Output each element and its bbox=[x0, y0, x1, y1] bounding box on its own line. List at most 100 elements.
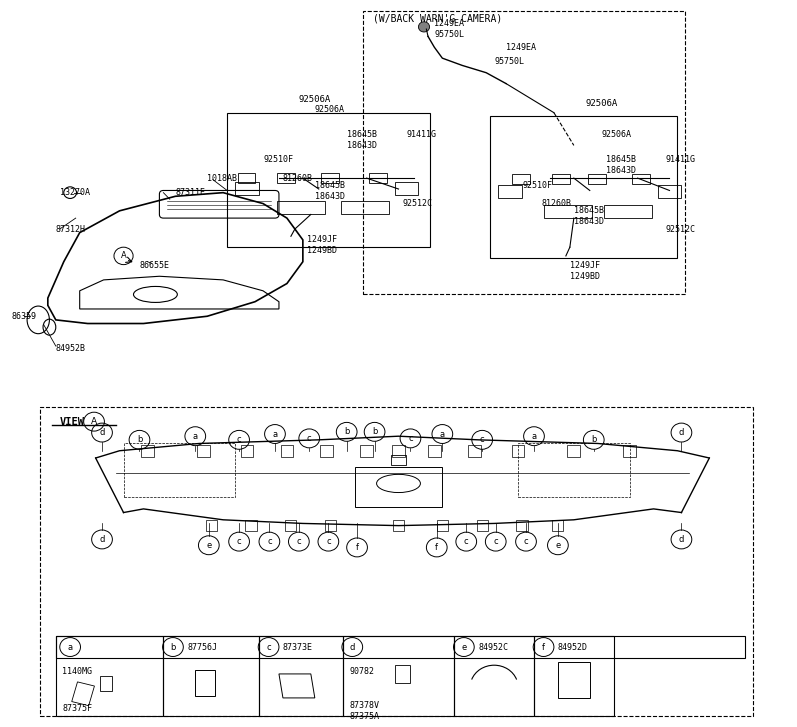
Text: 1249BD: 1249BD bbox=[307, 246, 337, 255]
Bar bbox=[490, 116, 677, 258]
Text: b: b bbox=[171, 643, 175, 651]
Text: b: b bbox=[344, 427, 349, 436]
Bar bbox=[512, 174, 530, 184]
Text: 87375A: 87375A bbox=[349, 712, 379, 720]
Text: 1249JF: 1249JF bbox=[570, 261, 600, 270]
Text: 92512C: 92512C bbox=[665, 225, 696, 233]
Text: 18643D: 18643D bbox=[574, 217, 604, 226]
Bar bbox=[56, 636, 745, 658]
Bar bbox=[197, 445, 210, 457]
Bar bbox=[281, 445, 293, 457]
Text: 92506A: 92506A bbox=[315, 105, 345, 113]
Text: e: e bbox=[556, 541, 560, 550]
Text: c: c bbox=[296, 537, 301, 546]
Text: A: A bbox=[91, 417, 97, 426]
Text: b: b bbox=[137, 435, 142, 444]
Text: (W/BACK WARN'G CAMERA): (W/BACK WARN'G CAMERA) bbox=[373, 13, 502, 23]
Bar bbox=[516, 520, 528, 531]
Bar bbox=[124, 443, 235, 497]
Bar bbox=[72, 682, 94, 706]
Text: 91411G: 91411G bbox=[665, 156, 696, 164]
Bar bbox=[238, 173, 255, 183]
Text: 87312H: 87312H bbox=[56, 225, 86, 233]
Bar bbox=[395, 182, 418, 195]
Bar bbox=[428, 445, 441, 457]
Bar bbox=[235, 182, 259, 195]
Text: d: d bbox=[679, 535, 684, 544]
Bar bbox=[227, 113, 430, 247]
Bar bbox=[321, 173, 339, 183]
Text: 87375F: 87375F bbox=[62, 704, 92, 713]
Text: 92506A: 92506A bbox=[586, 99, 618, 108]
Bar bbox=[56, 636, 163, 716]
Bar bbox=[206, 520, 217, 531]
Bar bbox=[392, 445, 405, 457]
Bar bbox=[567, 445, 580, 457]
Bar bbox=[534, 636, 614, 716]
Text: 18643D: 18643D bbox=[606, 166, 636, 175]
Text: 18643D: 18643D bbox=[347, 141, 377, 150]
Bar bbox=[544, 205, 592, 218]
Bar bbox=[454, 636, 534, 716]
Text: 92510F: 92510F bbox=[263, 156, 293, 164]
Text: 92512C: 92512C bbox=[402, 199, 433, 208]
Text: 18643D: 18643D bbox=[315, 192, 345, 201]
Bar bbox=[360, 445, 373, 457]
Text: 84952C: 84952C bbox=[478, 643, 508, 651]
Text: d: d bbox=[679, 428, 684, 437]
Text: 81260B: 81260B bbox=[542, 199, 572, 208]
Text: 87378V: 87378V bbox=[349, 701, 379, 710]
Text: 87311E: 87311E bbox=[175, 188, 206, 197]
Text: 18645B: 18645B bbox=[315, 181, 345, 190]
Text: 1249EA: 1249EA bbox=[434, 19, 465, 28]
Bar bbox=[277, 173, 295, 183]
Text: c: c bbox=[266, 643, 271, 651]
Text: 1249JF: 1249JF bbox=[307, 236, 337, 244]
Text: 1249EA: 1249EA bbox=[506, 43, 536, 52]
Text: a: a bbox=[193, 432, 198, 441]
Text: 92506A: 92506A bbox=[299, 95, 331, 104]
Text: d: d bbox=[100, 535, 104, 544]
Text: 95750L: 95750L bbox=[494, 57, 524, 66]
Bar bbox=[355, 467, 442, 507]
Text: 91411G: 91411G bbox=[406, 130, 437, 139]
Bar bbox=[320, 445, 333, 457]
Text: a: a bbox=[273, 430, 277, 438]
Bar bbox=[141, 445, 154, 457]
Text: 84952B: 84952B bbox=[56, 345, 86, 353]
Text: c: c bbox=[307, 434, 312, 443]
Bar bbox=[40, 407, 753, 716]
Text: c: c bbox=[524, 537, 528, 546]
Bar bbox=[395, 665, 410, 683]
Text: a: a bbox=[68, 643, 73, 651]
Bar bbox=[604, 205, 652, 218]
Text: 18645B: 18645B bbox=[347, 130, 377, 139]
Text: 1140MG: 1140MG bbox=[62, 667, 92, 675]
Text: c: c bbox=[267, 537, 272, 546]
Bar bbox=[341, 201, 389, 214]
Bar bbox=[393, 520, 404, 531]
Bar bbox=[195, 670, 215, 696]
Text: e: e bbox=[461, 643, 466, 651]
Text: d: d bbox=[100, 428, 104, 437]
Bar bbox=[437, 520, 448, 531]
Text: 18645B: 18645B bbox=[574, 206, 604, 215]
Text: a: a bbox=[440, 430, 445, 438]
Bar bbox=[391, 455, 406, 465]
Text: b: b bbox=[591, 435, 596, 444]
Bar bbox=[498, 185, 522, 198]
Text: c: c bbox=[464, 537, 469, 546]
Bar bbox=[632, 174, 650, 184]
Bar bbox=[343, 636, 454, 716]
Text: 1018AB: 1018AB bbox=[207, 174, 238, 182]
Text: 92506A: 92506A bbox=[602, 130, 632, 139]
Bar bbox=[623, 445, 636, 457]
Text: 95750L: 95750L bbox=[434, 31, 465, 39]
Bar bbox=[285, 520, 296, 531]
Bar bbox=[325, 520, 336, 531]
Text: f: f bbox=[542, 643, 545, 651]
Bar bbox=[468, 445, 481, 457]
Text: 18645B: 18645B bbox=[606, 156, 636, 164]
Bar bbox=[163, 636, 259, 716]
Text: c: c bbox=[326, 537, 331, 546]
